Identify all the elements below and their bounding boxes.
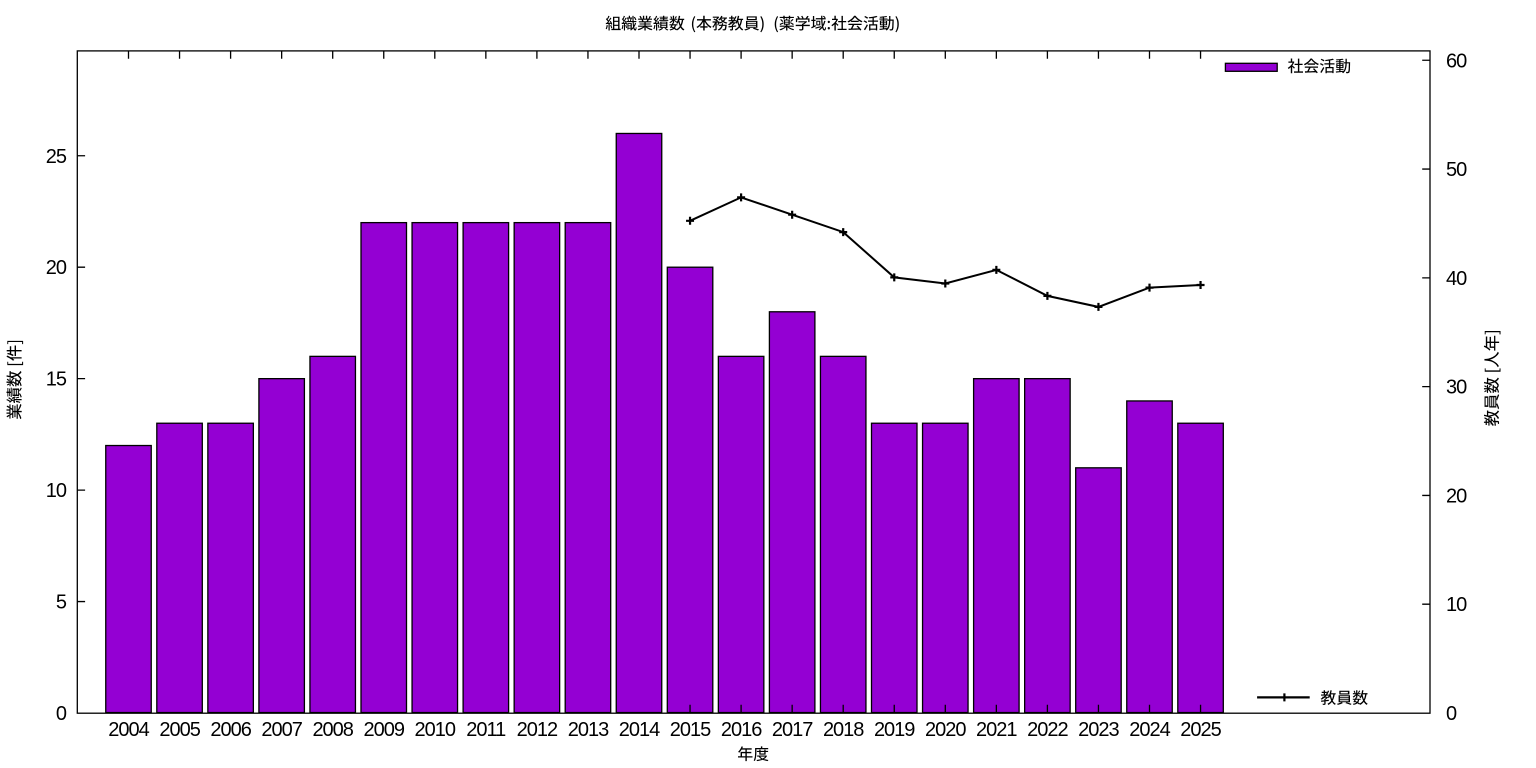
svg-text:2004: 2004 (108, 719, 149, 741)
svg-text:2016: 2016 (721, 719, 762, 741)
svg-text:10: 10 (46, 480, 67, 502)
svg-text:2006: 2006 (210, 719, 251, 741)
svg-text:2017: 2017 (772, 719, 813, 741)
svg-text:30: 30 (1446, 377, 1467, 399)
svg-text:0: 0 (1446, 703, 1457, 725)
svg-text:20: 20 (46, 257, 67, 279)
svg-text:40: 40 (1446, 268, 1467, 290)
svg-text:2008: 2008 (312, 719, 353, 741)
svg-text:60: 60 (1446, 50, 1467, 72)
svg-text:2005: 2005 (159, 719, 200, 741)
svg-text:20: 20 (1446, 485, 1467, 507)
svg-text:2025: 2025 (1180, 719, 1221, 741)
svg-text:2019: 2019 (874, 719, 915, 741)
svg-text:2012: 2012 (517, 719, 558, 741)
svg-text:2020: 2020 (925, 719, 966, 741)
svg-text:50: 50 (1446, 159, 1467, 181)
svg-text:25: 25 (46, 146, 67, 168)
svg-text:2023: 2023 (1078, 719, 1119, 741)
svg-text:2015: 2015 (670, 719, 711, 741)
svg-text:2010: 2010 (415, 719, 456, 741)
svg-text:2022: 2022 (1027, 719, 1068, 741)
svg-text:5: 5 (56, 592, 67, 614)
svg-text:2014: 2014 (619, 719, 660, 741)
svg-text:2018: 2018 (823, 719, 864, 741)
svg-text:15: 15 (46, 369, 67, 391)
svg-text:2007: 2007 (261, 719, 302, 741)
svg-text:2013: 2013 (568, 719, 609, 741)
svg-text:2011: 2011 (466, 719, 506, 741)
svg-text:2021: 2021 (976, 719, 1017, 741)
svg-text:2024: 2024 (1129, 719, 1170, 741)
svg-text:10: 10 (1446, 594, 1467, 616)
svg-text:0: 0 (56, 703, 67, 725)
svg-text:2009: 2009 (364, 719, 405, 741)
